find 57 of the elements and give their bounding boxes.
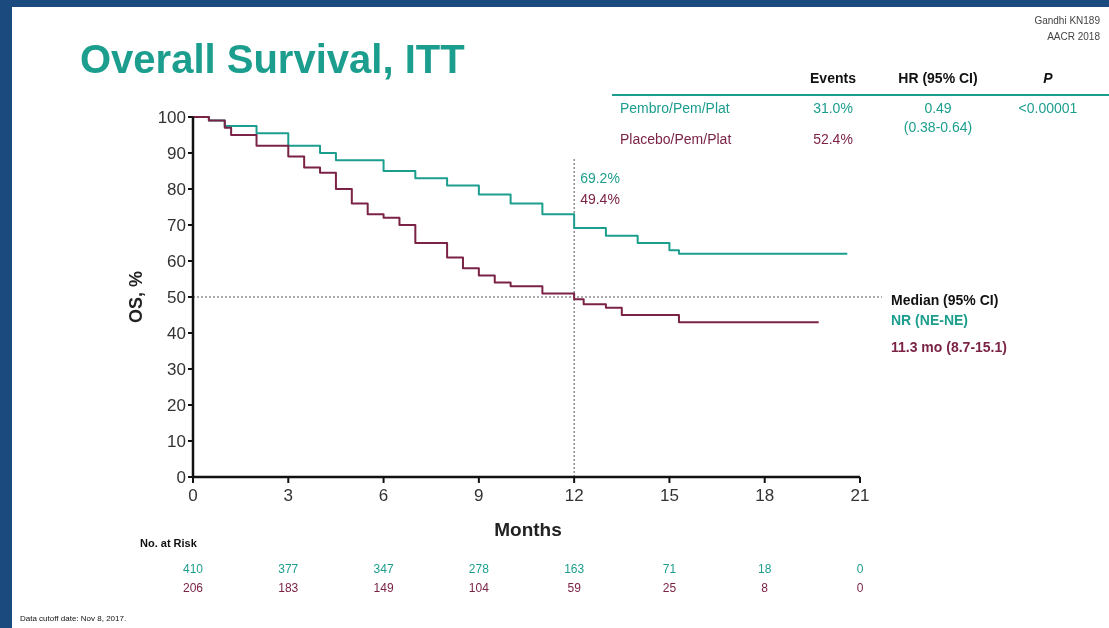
text: 183	[278, 581, 299, 595]
text: 0	[856, 581, 864, 595]
text: 149	[373, 581, 394, 595]
text: 0	[856, 562, 864, 576]
text: Data cutoff date: Nov 8, 2017.	[20, 614, 127, 623]
text: 18	[758, 562, 772, 576]
y-tick-label: 70	[167, 216, 186, 235]
annotation: 49.4%	[580, 191, 620, 207]
text: P	[1043, 70, 1054, 86]
y-axis-title: OS, %	[126, 270, 146, 324]
y-tick-label: 0	[176, 468, 186, 487]
text: Pembro/Pem/Plat	[620, 100, 730, 116]
x-tick-label: 21	[850, 486, 870, 505]
x-tick-label: 6	[378, 486, 389, 505]
y-tick-label: 10	[167, 432, 186, 451]
annotation: 52.4%	[813, 131, 853, 147]
text: 410	[182, 562, 204, 576]
text: 377	[278, 562, 299, 576]
y-tick-label: 100	[157, 108, 186, 127]
x-tick-label: 3	[283, 486, 294, 505]
text: 163	[564, 562, 585, 576]
text: 0.49	[924, 100, 952, 116]
y-tick-label: 60	[167, 252, 186, 271]
text: 11.3 mo (8.7-15.1)	[891, 339, 1007, 355]
text: 206	[182, 581, 204, 595]
text: Median (95% CI)	[891, 292, 999, 308]
annotation: 69.2%	[580, 170, 620, 186]
text: 71	[662, 562, 677, 576]
text: 8	[761, 581, 769, 595]
y-tick-label: 50	[167, 288, 186, 307]
text: HR (95% CI)	[898, 70, 978, 86]
x-tick-label: 12	[564, 486, 584, 505]
text: (0.38-0.64)	[903, 119, 973, 135]
y-tick-label: 80	[167, 180, 186, 199]
y-tick-label: 40	[167, 324, 186, 343]
text: 25	[662, 581, 677, 595]
x-axis-title: Months	[494, 519, 562, 540]
chart-title: Overall Survival, ITT	[80, 37, 465, 81]
y-tick-label: 30	[167, 360, 186, 379]
x-tick-label: 18	[755, 486, 775, 505]
x-tick-label: 0	[188, 486, 198, 505]
text: 59	[567, 581, 582, 595]
text: NR (NE-NE)	[891, 312, 968, 328]
text: Gandhi KN189	[1034, 15, 1101, 26]
text: No. at Risk	[140, 537, 198, 549]
text: Placebo/Pem/Plat	[620, 131, 732, 147]
x-tick-label: 15	[659, 486, 679, 505]
text: Events	[810, 70, 857, 86]
text: 347	[373, 562, 394, 576]
y-tick-label: 20	[167, 396, 186, 415]
x-tick-label: 9	[474, 486, 484, 505]
text: <0.00001	[1018, 100, 1078, 116]
text: AACR 2018	[1047, 31, 1101, 42]
text: 104	[468, 581, 490, 595]
text: 31.0%	[813, 100, 853, 116]
text: 278	[468, 562, 490, 576]
y-tick-label: 90	[167, 144, 186, 163]
